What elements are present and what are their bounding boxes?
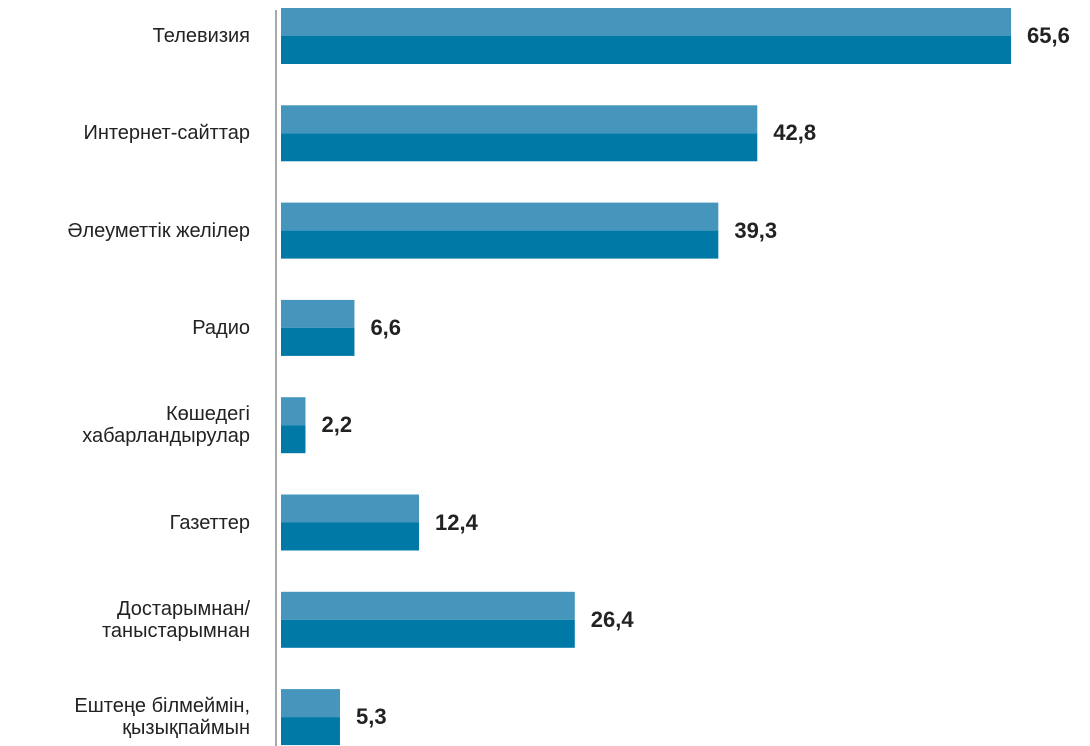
bar (281, 105, 758, 162)
value-label: 42,8 (773, 120, 817, 146)
bar (281, 397, 306, 454)
category-label: Радио (192, 316, 250, 339)
value-label: 65,6 (1027, 23, 1070, 48)
value-label: 26,4 (590, 606, 634, 632)
category-label: Достарымнан/ таныстарымнан (102, 597, 250, 642)
bar (281, 8, 1011, 64)
bar-part (281, 717, 340, 746)
bar-part (281, 299, 355, 328)
bar-part (281, 8, 1011, 36)
value-label: 6,6 (370, 314, 402, 340)
bar-part (281, 327, 355, 356)
category-label: Газеттер (169, 511, 250, 534)
bar (281, 494, 419, 551)
category-label: Әлеуметтік желілер (67, 219, 250, 242)
bar (281, 299, 355, 356)
bar (281, 689, 340, 746)
bar-part (281, 591, 575, 620)
value-label: 39,3 (734, 217, 778, 243)
bar-part (281, 397, 306, 426)
value-label: 12,4 (434, 509, 478, 535)
category-label: Интернет-сайттар (83, 122, 250, 145)
category-label: Ештеңе білмеймін, қызықпаймын (74, 695, 250, 740)
bar-part (281, 619, 575, 648)
bar (281, 591, 575, 648)
value-label: 2,2 (321, 412, 353, 438)
category-label: Телевизия (152, 25, 250, 47)
bar-part (281, 522, 419, 551)
bar-part (281, 425, 306, 454)
bar-part (281, 105, 758, 134)
bar-part (281, 133, 758, 162)
bar-part (281, 494, 419, 523)
bar-part (281, 36, 1011, 64)
bar-part (281, 230, 719, 259)
bar-part (281, 202, 719, 231)
value-label: 5,3 (355, 704, 387, 730)
bar-part (281, 689, 340, 718)
category-label: Көшедегі хабарландырулар (82, 403, 250, 448)
bar (281, 202, 719, 259)
